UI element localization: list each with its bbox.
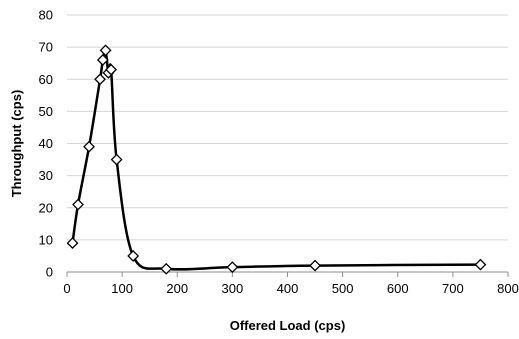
x-tick-label: 300	[222, 281, 244, 296]
data-point	[226, 261, 239, 274]
x-tick-label: 500	[332, 281, 354, 296]
y-tick-labels: 0 10 20 30 40 50 60 70 80	[39, 8, 53, 280]
data-point	[110, 153, 123, 166]
x-tick-labels: 0 100 200 300 400 500 600 700 800	[63, 272, 519, 296]
x-tick-label: 600	[387, 281, 409, 296]
y-tick-label: 40	[39, 136, 53, 151]
data-point	[99, 44, 112, 57]
data-point	[309, 259, 321, 272]
x-axis-title: Offered Load (cps)	[230, 318, 346, 333]
gridlines	[67, 14, 508, 241]
y-tick-label: 60	[39, 72, 53, 87]
y-tick-label: 50	[39, 104, 53, 119]
data-point	[96, 54, 109, 66]
series-line	[71, 48, 482, 271]
y-tick-label: 20	[39, 200, 53, 215]
x-tick-label: 400	[277, 281, 299, 296]
data-point	[127, 250, 140, 262]
y-tick-label: 0	[46, 265, 53, 280]
x-tick-label: 800	[497, 281, 519, 296]
x-tick-label: 200	[166, 281, 188, 296]
y-axis-title: Throughput (cps)	[9, 90, 24, 198]
y-tick-label: 80	[39, 8, 53, 23]
data-point-markers	[66, 44, 487, 275]
data-point	[160, 262, 173, 275]
y-tick-label: 10	[39, 232, 53, 247]
data-point	[66, 237, 79, 250]
y-tick-label: 70	[39, 40, 53, 55]
x-tick-label: 700	[442, 281, 464, 296]
y-tick-label: 30	[39, 168, 53, 183]
x-tick-label: 0	[63, 281, 70, 296]
data-point	[474, 258, 487, 271]
data-point	[83, 140, 95, 153]
data-point	[72, 198, 84, 211]
data-point	[94, 73, 106, 86]
x-tick-label: 100	[111, 281, 133, 296]
data-point	[105, 63, 118, 76]
